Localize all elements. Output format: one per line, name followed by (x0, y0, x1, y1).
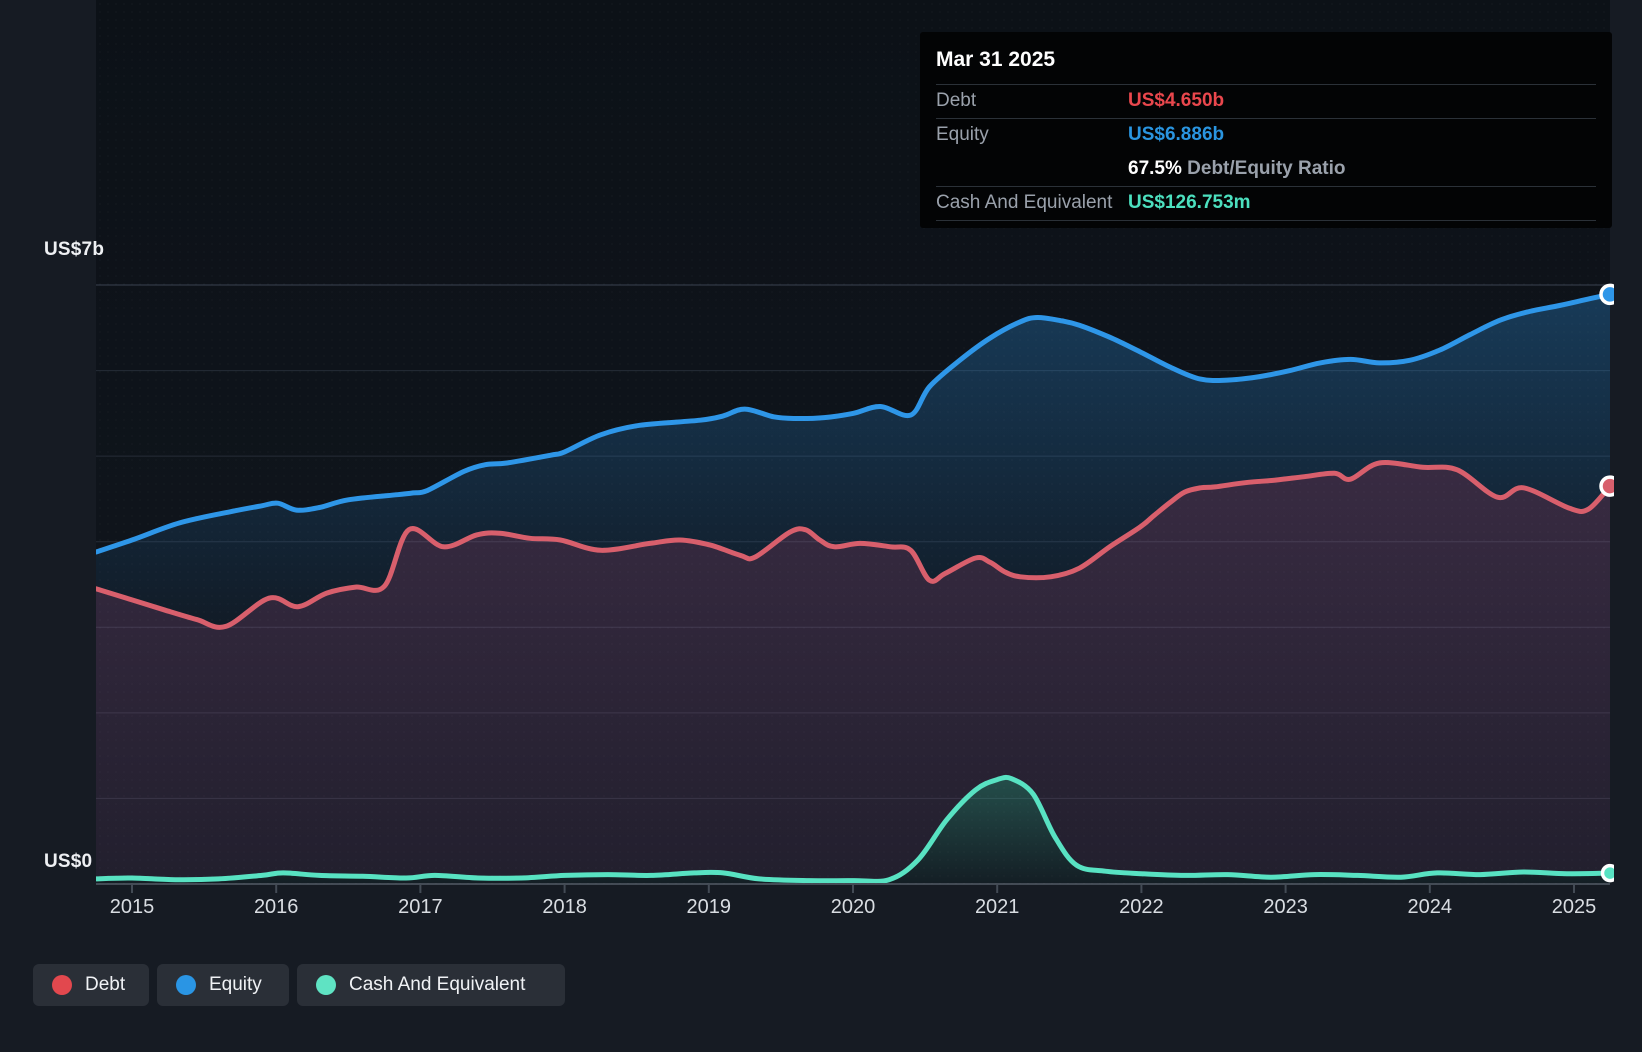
equity-area-fill (96, 294, 1610, 628)
tooltip-debt-value: US$4.650b (1128, 90, 1225, 111)
x-tick-label-2019: 2019 (686, 896, 732, 918)
debt-line[interactable] (96, 460, 1613, 630)
chart-legend: Debt Equity Cash And Equivalent (33, 964, 565, 1006)
cash-line[interactable] (96, 774, 1613, 884)
equity-dot-icon (176, 975, 196, 995)
x-tick-label-2025: 2025 (1551, 896, 1597, 918)
tooltip-divider (936, 84, 1596, 85)
debt-area-fill (96, 462, 1610, 882)
tooltip-row-debt: Debt US$4.650b (936, 84, 1596, 118)
y-axis-label-top: US$7b (44, 239, 105, 260)
debt-dot-icon (52, 975, 72, 995)
x-tick-label-2021: 2021 (974, 896, 1020, 918)
equity-line[interactable] (96, 291, 1613, 555)
tooltip-divider (936, 220, 1596, 221)
x-tick-label-2017: 2017 (398, 896, 443, 918)
x-tick-label-2023: 2023 (1263, 896, 1308, 918)
legend-item-cash[interactable]: Cash And Equivalent (297, 964, 565, 1006)
tooltip-divider (936, 186, 1596, 187)
x-tick-label-2020: 2020 (830, 896, 876, 918)
tooltip-ratio: 67.5% Debt/Equity Ratio (1128, 152, 1346, 186)
cash-endpoint-dot[interactable] (1600, 863, 1618, 883)
cash-dot-icon (316, 975, 336, 995)
tooltip-ratio-label: Debt/Equity Ratio (1187, 158, 1346, 179)
tooltip-row-equity: Equity US$6.886b (936, 118, 1596, 152)
tooltip-equity-label: Equity (936, 124, 989, 145)
chart-tooltip: Mar 31 2025 Debt US$4.650b Equity US$6.8… (920, 32, 1612, 228)
tooltip-row-cash: Cash And Equivalent US$126.753m (936, 186, 1596, 220)
legend-cash-label: Cash And Equivalent (349, 974, 526, 995)
legend-debt-label: Debt (85, 974, 126, 995)
legend-item-debt[interactable]: Debt (33, 964, 149, 1006)
tooltip-divider (936, 118, 1596, 119)
tooltip-debt-label: Debt (936, 90, 977, 111)
legend-equity-label: Equity (209, 974, 262, 995)
tooltip-ratio-value: 67.5% (1128, 158, 1182, 179)
legend-item-equity[interactable]: Equity (157, 964, 289, 1006)
tooltip-cash-value: US$126.753m (1128, 192, 1251, 213)
y-axis-label-bottom: US$0 (44, 851, 93, 872)
tooltip-row-ratio: 67.5% Debt/Equity Ratio (936, 152, 1596, 186)
x-tick-label-2022: 2022 (1119, 896, 1164, 918)
x-tick-label-2018: 2018 (542, 896, 587, 918)
tooltip-cash-label: Cash And Equivalent (936, 192, 1113, 213)
tooltip-date: Mar 31 2025 (936, 48, 1056, 71)
equity-endpoint-dot[interactable] (1599, 283, 1619, 306)
tooltip-equity-value: US$6.886b (1128, 124, 1225, 145)
x-tick-label-2024: 2024 (1407, 896, 1453, 918)
x-tick-label-2015: 2015 (109, 896, 155, 918)
debt-endpoint-dot[interactable] (1599, 475, 1619, 497)
x-tick-label-2016: 2016 (253, 896, 299, 918)
